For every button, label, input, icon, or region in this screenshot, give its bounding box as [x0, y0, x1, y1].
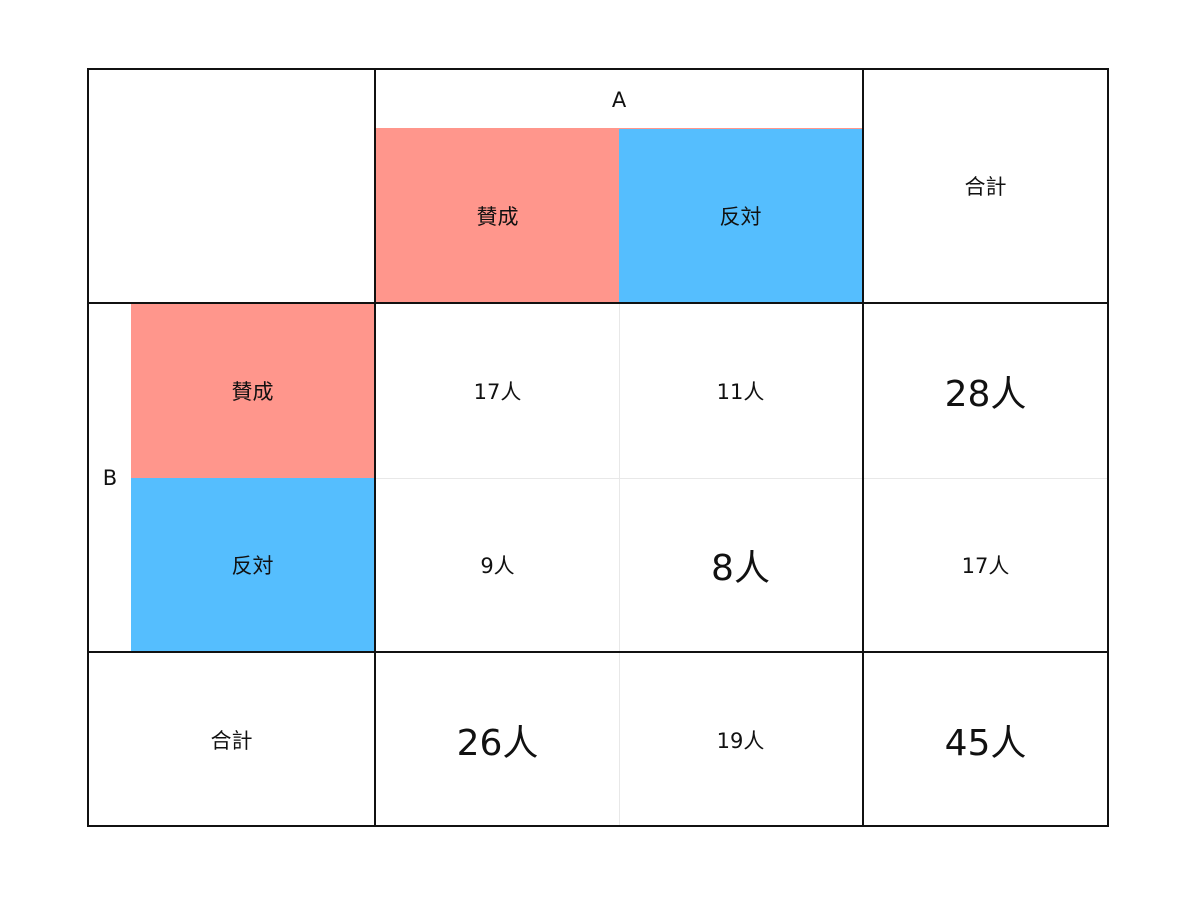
- border-bottom: [87, 825, 1109, 827]
- row-total-oppose: 17人: [961, 553, 1010, 578]
- total-col-header: 合計: [964, 175, 1007, 199]
- row-total-agree: 28人: [944, 374, 1027, 415]
- divider-header-row: [87, 302, 1109, 304]
- row-header-oppose: 反対: [131, 478, 374, 651]
- inner-divider-horizontal: [376, 478, 1107, 479]
- border-left: [87, 68, 89, 827]
- divider-total-col: [862, 68, 864, 827]
- col-total-agree: 26人: [456, 722, 539, 764]
- row-group-label: B: [102, 465, 118, 490]
- border-top: [87, 68, 1109, 70]
- divider-header-col: [374, 68, 376, 827]
- row-header-agree: 賛成: [131, 304, 374, 478]
- cell-oppose-oppose: 8人: [711, 547, 770, 589]
- col-header-agree: 賛成: [376, 129, 619, 302]
- col-header-oppose: 反対: [619, 129, 862, 302]
- col-group-label: A: [611, 87, 627, 112]
- divider-group-a: [376, 128, 862, 129]
- inner-divider-vertical: [619, 304, 620, 826]
- divider-total-row: [87, 651, 1109, 653]
- total-row-header: 合計: [210, 728, 253, 753]
- cell-oppose-agree: 9人: [480, 553, 515, 578]
- cell-agree-oppose: 11人: [716, 380, 765, 404]
- grand-total: 45人: [944, 722, 1027, 764]
- cell-agree-agree: 17人: [473, 380, 522, 404]
- col-total-oppose: 19人: [716, 728, 765, 753]
- border-right: [1107, 68, 1109, 827]
